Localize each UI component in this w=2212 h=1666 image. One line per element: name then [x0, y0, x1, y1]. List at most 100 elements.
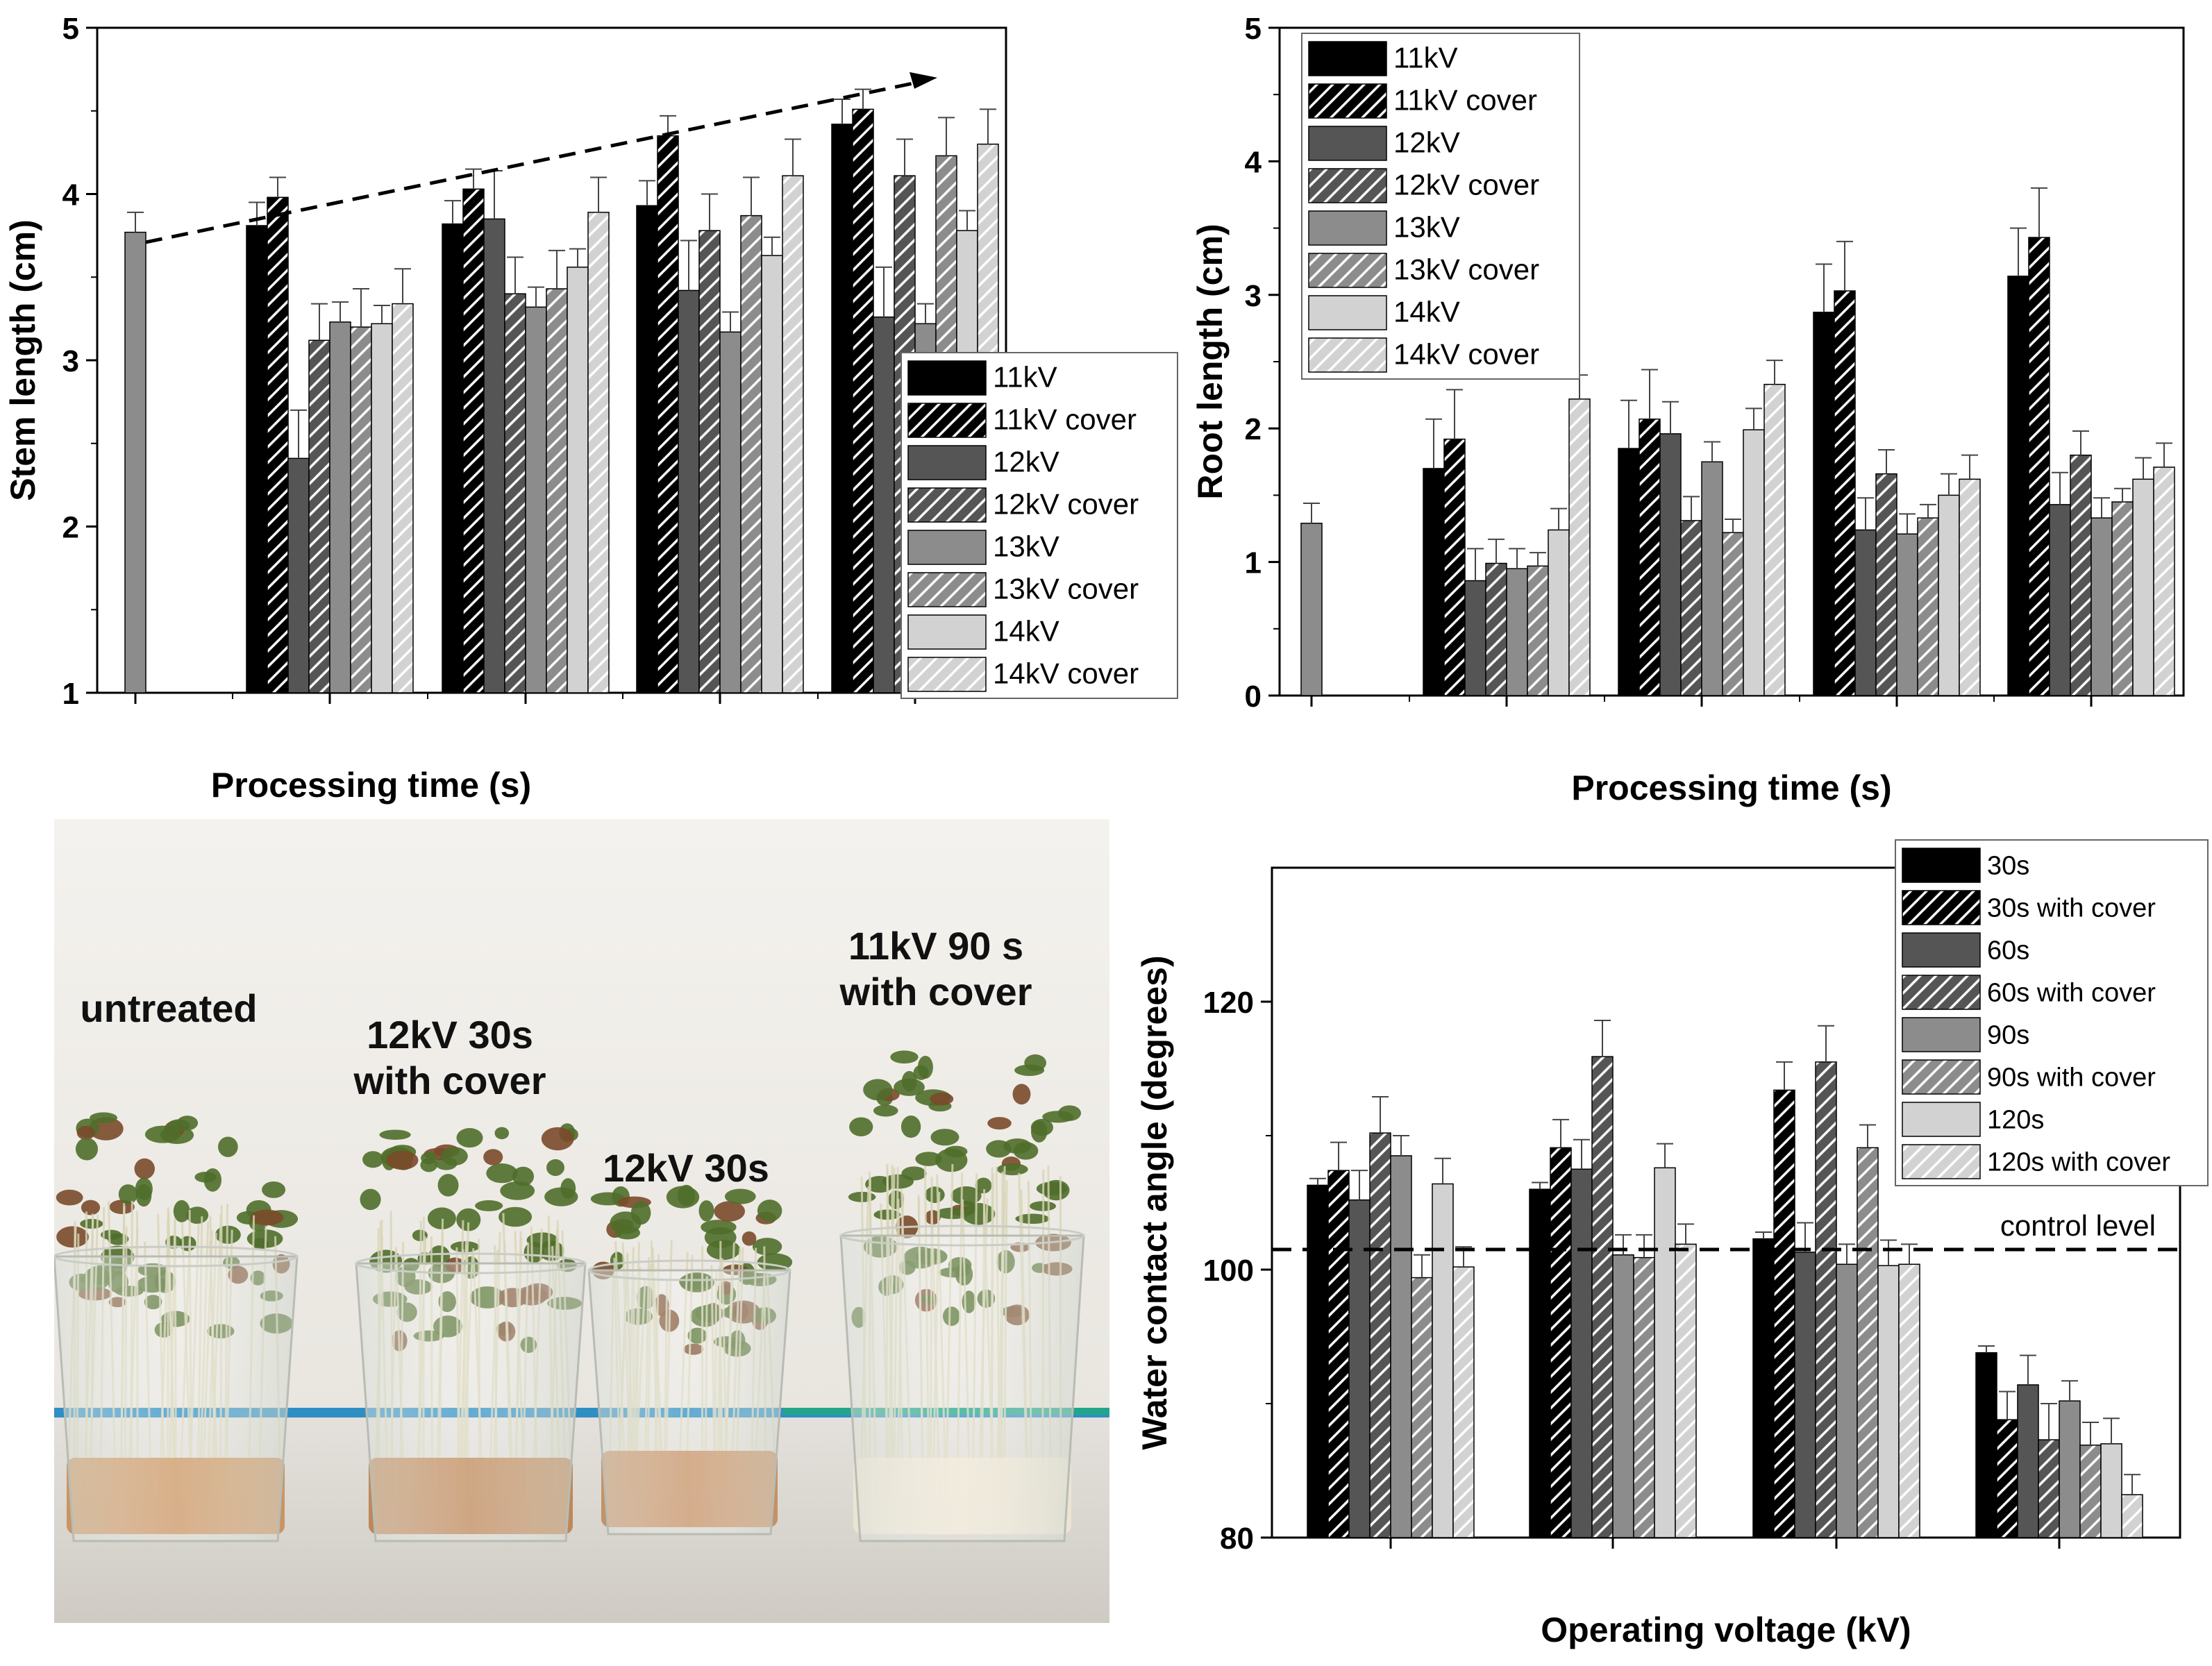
cup-body [54, 1255, 299, 1542]
legend-label-90s-with-cover: 90s with cover [1987, 1063, 2156, 1092]
bar-90s-13 [1836, 1263, 1858, 1538]
legend-swatch-90s-with-cover [1902, 1059, 1981, 1095]
legend-swatch-13kv-cover [1308, 253, 1387, 288]
legend-swatch-120s [1902, 1102, 1981, 1137]
bar-11kv-120 [831, 124, 853, 693]
bar-11kv-cover-90 [1834, 290, 1856, 696]
legend-swatch-30s-with-cover [1902, 890, 1981, 925]
bar-13kv-30 [329, 321, 351, 693]
bar-11kv-cover-30 [267, 196, 289, 693]
legend-swatch-11kv [907, 360, 987, 396]
legend-label-14kv-cover: 14kV cover [993, 657, 1139, 689]
leaf [975, 1177, 992, 1194]
legend-swatch-60s-with-cover [1902, 975, 1981, 1010]
bar-120s-with-cover-12 [1675, 1243, 1697, 1538]
legend-label-14kv: 14kV [1393, 295, 1460, 328]
y-tick-label: 120 [1203, 986, 1254, 1020]
leaf [386, 1150, 419, 1170]
bar-60s-with-cover-14 [2038, 1439, 2060, 1538]
bar-13kv-cover-60 [546, 288, 568, 693]
bar-14kv-120 [2132, 478, 2154, 696]
legend: 11kV 11kV cover 12kV 12kV cover 13kV 13kV cov… [900, 352, 1178, 699]
leaf [704, 1227, 737, 1248]
leaf [80, 1218, 103, 1229]
bar-11kv-cover-30 [1443, 438, 1466, 696]
leaf [498, 1206, 533, 1227]
leaf [950, 1186, 982, 1206]
legend-label-30s: 30s [1987, 851, 2029, 880]
bar-14kv-60 [1743, 429, 1765, 696]
legend-swatch-60s [1902, 932, 1981, 968]
bar-120s-11 [1432, 1183, 1454, 1538]
leaf [173, 1200, 190, 1222]
bar-12kv-cover-90 [698, 230, 721, 693]
bar-11kv-90 [636, 205, 658, 693]
bar-14kv-cover-30 [392, 303, 414, 693]
legend-label-13kv-cover: 13kV cover [993, 572, 1139, 605]
bar-14kv-60 [567, 267, 589, 693]
bar-120s-12 [1654, 1167, 1676, 1538]
bar-11kv-cover-90 [657, 135, 679, 693]
cup-3 [587, 1184, 793, 1535]
cup-body [587, 1269, 791, 1535]
leaf [714, 1201, 746, 1222]
bar-14kv-30 [371, 323, 393, 693]
y-tick-label: 5 [62, 12, 79, 46]
bar-12kv-30 [287, 457, 310, 693]
leaf [437, 1174, 459, 1197]
leaf [75, 1138, 99, 1161]
leaf [250, 1209, 284, 1226]
leaf [1024, 1054, 1046, 1072]
bar-14kv-90 [1938, 494, 1960, 696]
bar-60s-with-cover-12 [1591, 1056, 1614, 1538]
y-tick-label: 4 [1245, 145, 1262, 179]
legend-label-12kv-cover: 12kV cover [1393, 168, 1539, 201]
y-tick-label: 4 [62, 178, 80, 212]
bar-12kv-60 [483, 218, 505, 693]
legend-label-120s: 120s [1987, 1105, 2044, 1134]
y-axis-title: Water contact angle (degrees) [1135, 955, 1174, 1449]
bar-13kv-cover-120 [2111, 501, 2134, 696]
bar-13kv-90 [1896, 533, 1918, 696]
bars-group [1300, 187, 2175, 696]
bar-12kv-120 [2049, 504, 2071, 696]
bar-13kv-120 [2090, 517, 2113, 696]
bar-11kv-60 [442, 223, 464, 693]
y-tick-label: 1 [1245, 546, 1262, 580]
legend-swatch-90s [1902, 1017, 1981, 1052]
bar-90s-with-cover-13 [1857, 1147, 1879, 1538]
leaf [987, 1117, 1012, 1130]
bar-12kv-cover-30 [1485, 562, 1507, 696]
root-length-chart: 0 1 2 3 4 5 Processing time (s) Root length (cm… [1191, 12, 2185, 807]
photo-label-untreated: untreated [80, 986, 258, 1030]
leaf [135, 1177, 153, 1200]
bar-12kv-cover-120 [2070, 454, 2092, 696]
bar-11kv-cover-120 [2028, 237, 2050, 696]
bar-12kv-30 [1464, 580, 1486, 696]
leaf [526, 1232, 559, 1248]
leaf [262, 1181, 286, 1198]
bar-90s-with-cover-11 [1411, 1277, 1433, 1538]
legend-label-12kv-cover: 12kV cover [993, 487, 1139, 520]
bar-13kv-90 [719, 331, 741, 693]
leaf [1057, 1105, 1082, 1121]
x-axis-title: Operating voltage (kV) [1541, 1610, 1911, 1649]
leaf [360, 1188, 381, 1211]
legend-label-11kv: 11kV [993, 360, 1057, 393]
leaf [428, 1245, 451, 1268]
leaf [362, 1151, 384, 1168]
bar-11kv-30 [246, 225, 268, 693]
legend-label-11kv-cover: 11kV cover [993, 403, 1137, 435]
leaf [849, 1117, 873, 1137]
bar-14kv-cover-90 [782, 175, 804, 693]
bar-14kv-cover-30 [1568, 398, 1591, 696]
bar-14kv-cover-120 [2153, 466, 2175, 696]
bar-30s-with-cover-12 [1550, 1147, 1572, 1538]
cup-4 [839, 1050, 1085, 1542]
leaf [512, 1166, 535, 1186]
cup-2 [355, 1123, 587, 1542]
y-tick-label: 5 [1245, 12, 1262, 46]
legend-swatch-11kv-cover [907, 403, 987, 438]
bar-30s-with-cover-13 [1773, 1089, 1795, 1538]
